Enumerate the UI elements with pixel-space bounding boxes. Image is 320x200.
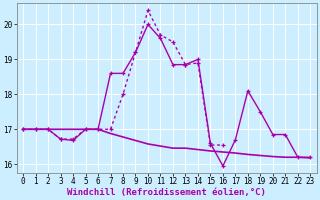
- X-axis label: Windchill (Refroidissement éolien,°C): Windchill (Refroidissement éolien,°C): [67, 188, 266, 197]
